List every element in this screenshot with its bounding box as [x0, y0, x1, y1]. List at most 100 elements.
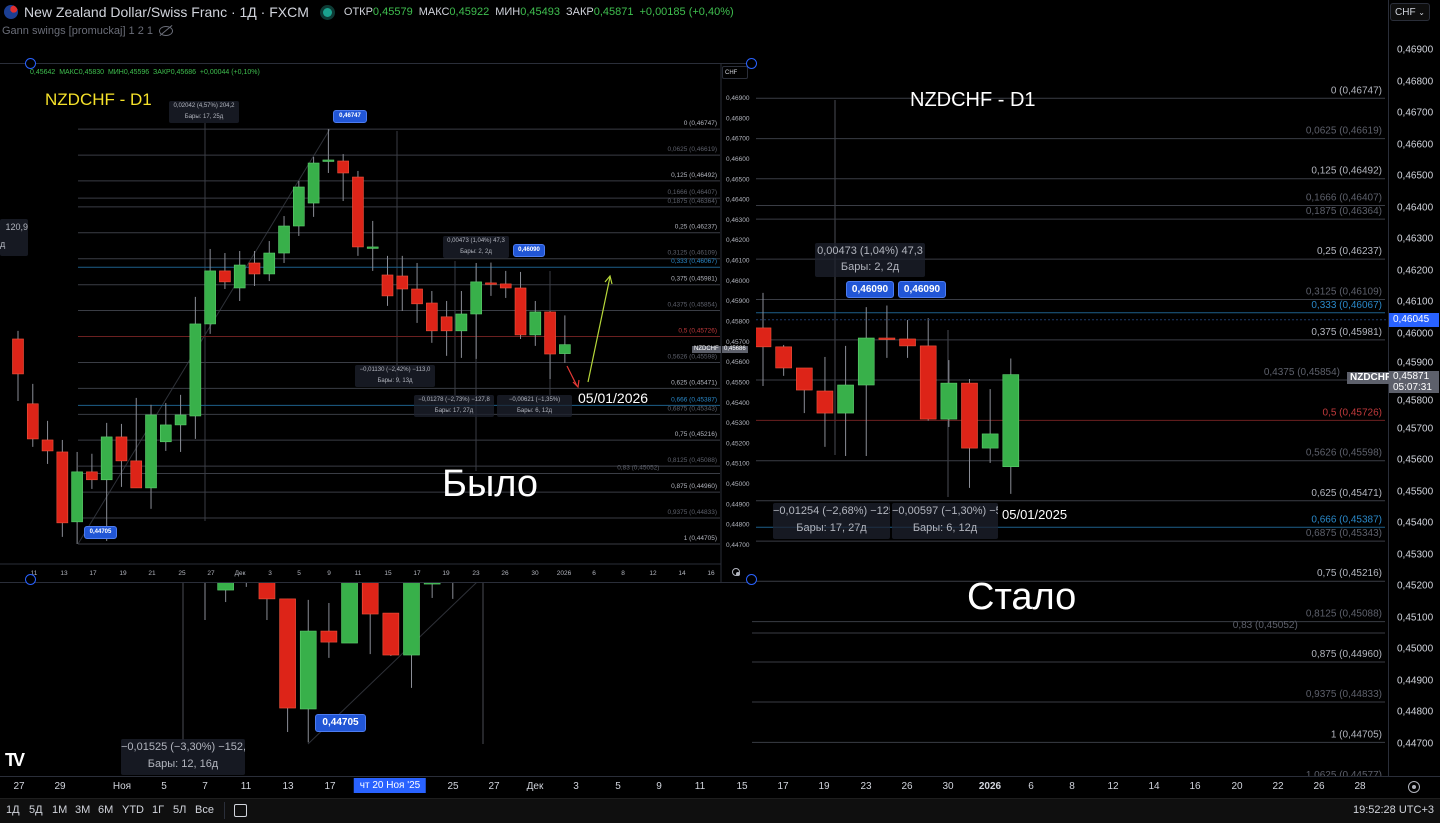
inset-time-axis-label: 30 — [531, 570, 539, 577]
candle — [279, 598, 296, 733]
indicator-name[interactable]: Gann swings [promuckaj] 1 2 1 — [2, 25, 154, 37]
timeframe-button-6М[interactable]: 6М — [98, 804, 114, 816]
calendar-goto-icon[interactable] — [234, 804, 247, 817]
candle — [322, 129, 335, 173]
candle — [130, 397, 143, 489]
candle-body — [86, 471, 98, 481]
market-status-icon[interactable] — [322, 7, 332, 17]
measure-box[interactable]: −0,01254 (−2,68%) −125,4 Бары: 17, 27д — [773, 503, 890, 539]
timeframe-button-3М[interactable]: 3М — [75, 804, 91, 816]
candle-body — [233, 264, 246, 289]
candle-body — [961, 382, 978, 449]
inset-price-axis-label: 0,45800 — [726, 318, 750, 325]
inset-time-axis-label: 8 — [621, 570, 625, 577]
time-axis-label: 27 — [13, 781, 25, 792]
candle-body — [366, 246, 379, 249]
inset-time-axis-label: 11 — [355, 570, 362, 577]
price-axis-label: 0,46400 — [1397, 202, 1434, 214]
inset-time-axis-label: 16 — [707, 570, 715, 577]
fib-level-label: 0,875 (0,44960) — [1311, 649, 1382, 660]
settings-icon[interactable] — [1408, 781, 1420, 793]
currency-dropdown[interactable]: CHF ⌄ — [1390, 3, 1430, 21]
candle-body — [795, 367, 813, 391]
candle-body — [485, 282, 497, 285]
candle-body — [189, 323, 202, 417]
candle — [514, 271, 527, 339]
low-price-label[interactable]: 0,44705 — [315, 714, 366, 732]
inset-low-label: 0,44705 — [84, 526, 117, 539]
down-arrowhead-icon — [572, 379, 580, 389]
selection-handle[interactable] — [25, 574, 36, 585]
fib-level-label: 0,666 (0,45387) — [671, 396, 717, 403]
high-price-label[interactable]: 0,46090 — [846, 281, 894, 298]
candle-body — [174, 414, 187, 426]
timeframe-button-YTD[interactable]: YTD — [122, 804, 144, 816]
candle — [775, 344, 792, 376]
timeframe-button-1М[interactable]: 1М — [52, 804, 68, 816]
time-axis-label: 5 — [161, 781, 167, 792]
time-axis-label: 30 — [942, 781, 954, 792]
candle — [12, 330, 24, 401]
price-axis[interactable]: 0,46900 0,46800 0,46700 0,46600 0,46500 0,464… — [1388, 0, 1440, 776]
price-axis-label: 0,46000 — [1397, 328, 1434, 340]
ohlc-legend: ОТКР0,45579 МАКС0,45922 МИН0,45493 ЗАКР0… — [344, 6, 734, 18]
fib-level-label: 0,333 (0,46067) — [671, 258, 717, 265]
measure-box: −0,01130 (−2,42%) −113,0 Бары: 9, 13д — [355, 365, 435, 387]
timeframe-button-5Л[interactable]: 5Л — [173, 804, 187, 816]
measure-line2: Бары: 6, 12д — [516, 408, 553, 414]
inset-time-axis-label: 25 — [178, 570, 186, 577]
inset-price-axis-label: 0,45900 — [726, 298, 750, 305]
candle-body — [775, 346, 792, 369]
price-axis-label: 0,44800 — [1397, 706, 1434, 718]
fib-level-label: 0,25 (0,46237) — [675, 224, 717, 231]
candle-body — [278, 225, 290, 254]
clock[interactable]: 19:52:28 UTC+3 — [1352, 804, 1434, 816]
inset-price-axis-label: 0,46900 — [726, 95, 750, 102]
fib-level-label: 0,9375 (0,44833) — [667, 509, 717, 516]
inset-time-axis-label: 13 — [60, 570, 68, 577]
fib-level-label: 0,666 (0,45387) — [1311, 514, 1382, 525]
timeframe-button-1Д[interactable]: 1Д — [6, 804, 20, 816]
candle — [919, 318, 937, 421]
timeframe-button-1Г[interactable]: 1Г — [152, 804, 165, 816]
time-axis-label: 11 — [694, 781, 706, 792]
selection-handle[interactable] — [746, 574, 757, 585]
price-axis-label: 0,45000 — [1397, 643, 1434, 655]
high-price-label[interactable]: 0,46090 — [898, 281, 946, 298]
timeframe-button-5Д[interactable]: 5Д — [29, 804, 43, 816]
timeframe-button-Все[interactable]: Все — [195, 804, 214, 816]
candle-body — [71, 471, 83, 523]
measure-box[interactable]: −0,00597 (−1,30%) −59, Бары: 6, 12д — [892, 503, 998, 539]
price-axis-label: 0,45100 — [1397, 612, 1434, 624]
measure-line1: −0,01130 (−2,42%) −113,0 — [359, 367, 431, 373]
symbol-title[interactable]: New Zealand Dollar/Swiss Franc · 1Д · FX… — [24, 4, 309, 20]
selection-handle[interactable] — [746, 58, 757, 69]
measure-box[interactable]: −0,01525 (−3,30%) −152,5 Бары: 12, 16д — [121, 739, 245, 775]
candle — [366, 220, 379, 271]
candle — [174, 394, 187, 452]
time-axis-label: 13 — [282, 781, 294, 792]
measure-box[interactable]: 0,00473 (1,04%) 47,3 Бары: 2, 2д — [815, 243, 925, 277]
fib-level-label: 1,0625 (0,44577) — [1306, 770, 1382, 776]
eye-off-icon[interactable] — [159, 26, 174, 36]
candle — [426, 291, 438, 343]
candle-body — [279, 598, 296, 709]
inset-high-label: 0,46090 — [513, 244, 545, 257]
price-axis-label: 0,44700 — [1397, 738, 1434, 750]
time-axis[interactable]: 27 29 Ноя 5 7 11 13 17 чт 20 Ноя '25 25 27 Дек 3 5 9 11… — [0, 776, 1440, 798]
candle-body — [160, 424, 172, 443]
price-axis-label: 0,45200 — [1397, 580, 1434, 592]
fib-level-label: 0,8125 (0,45088) — [667, 457, 717, 464]
price-axis-label: 0,45400 — [1397, 517, 1434, 529]
time-axis-label: Дек — [526, 781, 544, 792]
fib-level-label: 0,5 (0,45726) — [678, 328, 717, 335]
inset-price-axis-label: 0,44900 — [726, 501, 750, 508]
symbol-badge: NZDCHF — [1347, 372, 1395, 384]
tradingview-logo[interactable]: TV — [5, 750, 25, 770]
measure-line1: 120,9 — [5, 222, 28, 232]
candle-body — [352, 176, 364, 248]
candle-body — [293, 186, 305, 227]
selection-handle[interactable] — [25, 58, 36, 69]
partial-measure-box: 120,9 д — [0, 219, 28, 256]
inset-title: NZDCHF - D1 — [45, 90, 152, 109]
